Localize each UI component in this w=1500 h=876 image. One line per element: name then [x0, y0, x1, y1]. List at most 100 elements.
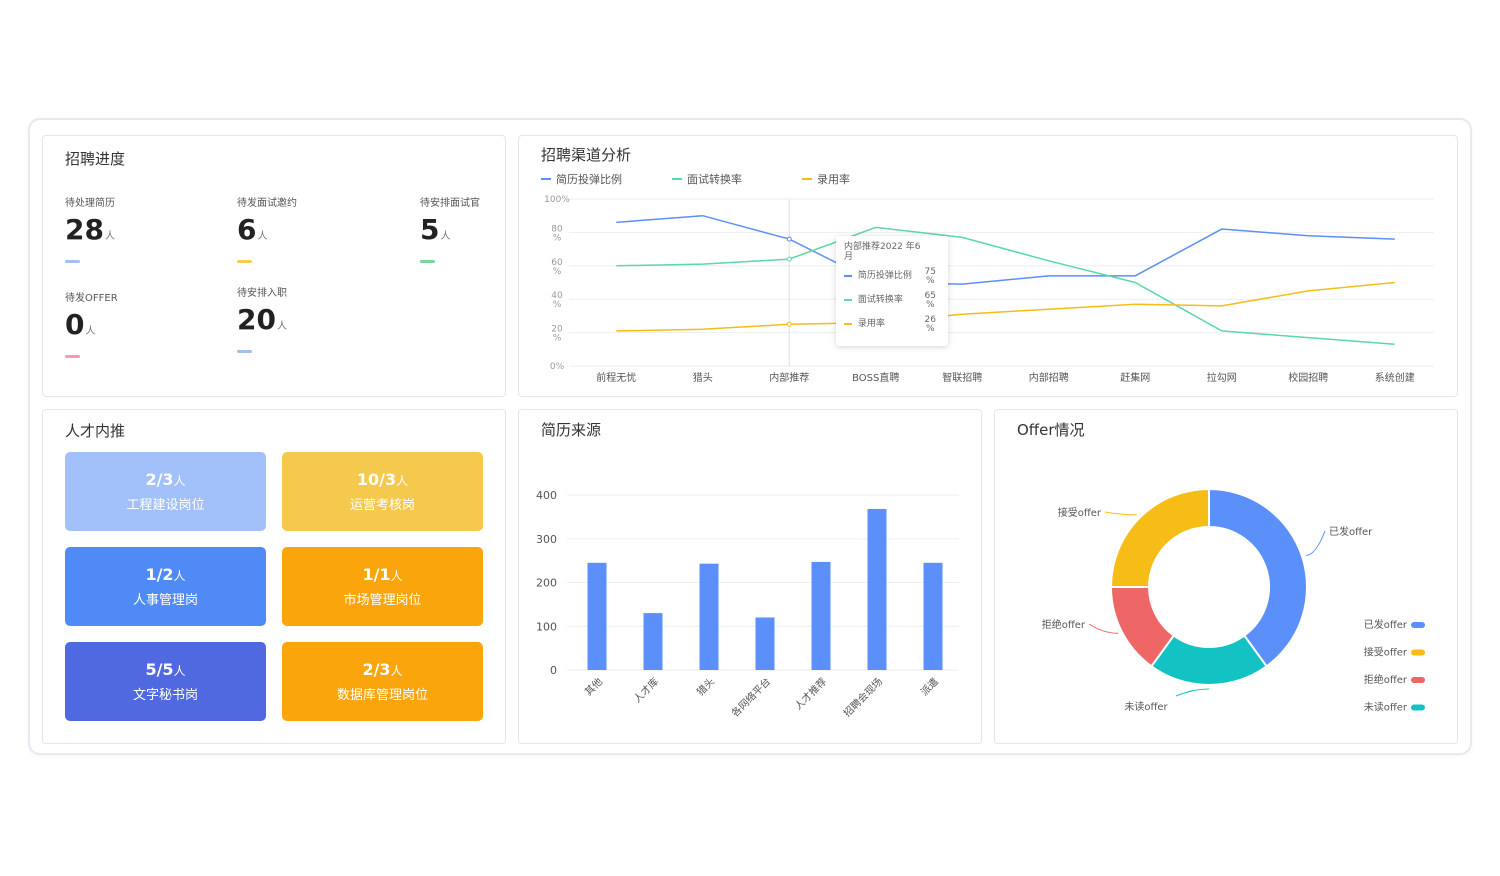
legend-marker: [1411, 704, 1425, 711]
series-point: [786, 236, 792, 242]
donut-slice: [1208, 487, 1308, 668]
tooltip-row: 录用率 26%: [844, 316, 940, 340]
tile-database[interactable]: 2/3人 数据库管理岗位: [282, 642, 483, 721]
callout-line: [1088, 623, 1119, 634]
stat-pending-invite[interactable]: 待发面试邀约 6人: [237, 194, 297, 263]
x-tick-label: 其他: [582, 675, 605, 698]
stat-bar: [65, 260, 80, 263]
legend-marker: [1411, 677, 1425, 683]
series-point: [786, 256, 792, 262]
tile-name: 运营考核岗: [349, 498, 415, 513]
tile-count: 5/5人: [145, 660, 186, 679]
chart-tooltip: 内部推荐2022 年6月 简历投弹比例 75% 面试转换率 65% 录用率 26…: [836, 236, 948, 346]
legend-marker: [1411, 649, 1425, 656]
stat-pending-interviewer[interactable]: 待安排面试官 5人: [420, 194, 480, 263]
y-tick-label: 80%: [551, 224, 563, 243]
bar: [923, 562, 943, 670]
x-tick-label: 赶集网: [1120, 371, 1150, 384]
stat-pending-onboard[interactable]: 待安排入职 20人: [237, 284, 287, 353]
series-line: [616, 226, 1395, 346]
legend-label: 简历投弹比例: [556, 172, 622, 186]
series-line: [616, 281, 1395, 332]
y-tick-label: 300: [536, 533, 557, 546]
bar: [867, 509, 887, 670]
legend-label: 已发offer: [1364, 618, 1408, 631]
legend-label: 录用率: [817, 172, 850, 186]
callout-label: 拒绝offer: [1042, 618, 1086, 631]
card-title: 招聘渠道分析: [541, 146, 632, 164]
card-title: 招聘进度: [65, 150, 126, 168]
tile-secretary[interactable]: 5/5人 文字秘书岗: [65, 642, 266, 721]
tile-count: 2/3人: [362, 660, 403, 679]
y-tick-label: 400: [536, 489, 557, 502]
recruit-progress-card: 招聘进度 待处理简历 28人 待发面试邀约 6人 待安排面试官 5人 待发OFF…: [42, 135, 506, 397]
callout-line: [1305, 530, 1326, 556]
stat-label: 待安排入职: [237, 288, 287, 299]
stat-label: 待发面试邀约: [237, 198, 297, 209]
x-tick-label: 猎头: [693, 371, 713, 384]
stat-value: 6人: [237, 213, 268, 246]
card-title: 人才内推: [65, 422, 126, 440]
legend-label: 拒绝offer: [1364, 673, 1408, 686]
series-point: [786, 321, 792, 327]
tile-name: 市场管理岗位: [343, 593, 422, 608]
bar: [699, 563, 719, 670]
stat-value: 5人: [420, 213, 451, 246]
resume-bar-chart[interactable]: 400 300 200 100 0 其他 人才库 猎头 各网络平台 人才推荐 招聘会现场 派遣: [519, 410, 981, 743]
stat-pending-offer[interactable]: 待发OFFER 0人: [65, 289, 118, 358]
tile-name: 数据库管理岗位: [336, 688, 428, 703]
stat-bar: [237, 260, 252, 263]
stat-bar: [237, 350, 252, 353]
tooltip-row: 简历投弹比例 75%: [844, 268, 940, 292]
talent-referral-card: 人才内推 2/3人 工程建设岗位 10/3人 运营考核岗 1/2人 人事管理岗 …: [42, 409, 506, 744]
x-tick-label: 校园招聘: [1288, 371, 1328, 384]
tile-name: 文字秘书岗: [132, 688, 198, 703]
x-tick-label: 猎头: [694, 675, 717, 698]
x-tick-label: 智联招聘: [942, 371, 982, 384]
tooltip-title: 内部推荐2022 年6月: [844, 242, 921, 262]
resume-source-card: 简历来源 400 300 200 100 0 其他 人才库 猎头 各网络平台 人才推荐 招聘会现场 派…: [518, 409, 982, 744]
tooltip-row: 面试转换率 65%: [844, 292, 940, 316]
y-tick-label: 0: [550, 664, 557, 677]
callout-label: 接受offer: [1058, 506, 1102, 519]
stat-value: 28人: [65, 213, 115, 246]
tile-hr[interactable]: 1/2人 人事管理岗: [65, 547, 266, 626]
stat-label: 待处理简历: [65, 198, 115, 209]
y-tick-label: 60%: [551, 258, 563, 277]
stat-value: 20人: [237, 303, 287, 336]
y-tick-label: 40%: [551, 291, 563, 310]
dashboard-frame: 招聘进度 待处理简历 28人 待发面试邀约 6人 待安排面试官 5人 待发OFF…: [28, 118, 1472, 755]
bar: [587, 562, 607, 670]
offer-status-card: Offer情况 已发offer 未读offer 拒绝offer 接受offer 已发of…: [994, 409, 1458, 744]
y-tick-label: 100: [536, 620, 557, 633]
x-tick-label: 招聘会现场: [841, 675, 886, 720]
bar: [643, 613, 663, 670]
x-tick-label: 派遣: [918, 675, 941, 698]
x-tick-label: 内部招聘: [1029, 371, 1069, 384]
bar: [811, 561, 831, 670]
x-tick-label: 系统创建: [1375, 371, 1415, 384]
x-tick-label: 内部推荐: [769, 371, 809, 384]
x-tick-label: 前程无忧: [596, 371, 636, 384]
x-tick-label: 人才库: [631, 675, 661, 705]
stat-pending-resume[interactable]: 待处理简历 28人: [65, 194, 115, 263]
y-tick-label: 100%: [544, 195, 570, 205]
tile-count: 2/3人: [145, 470, 186, 489]
series-line: [616, 214, 1395, 285]
channel-line-chart[interactable]: 100% 80 % 60 % 40 % 20 % 0% 前程无忧 猎头 内部推荐 BOSS直聘 智联招聘 内部…: [519, 136, 1457, 396]
channel-analysis-card: 招聘渠道分析 100% 80% 60% 40% 20% 0% 前程无忧 猎头 内部推荐 BOSS直…: [518, 135, 1458, 397]
tile-operations[interactable]: 10/3人 运营考核岗: [282, 452, 483, 531]
tile-engineering[interactable]: 2/3人 工程建设岗位: [65, 452, 266, 531]
x-tick-label: 各网络平台: [729, 675, 774, 720]
legend-label: 接受offer: [1364, 646, 1408, 659]
offer-donut-chart[interactable]: 已发offer 未读offer 拒绝offer 接受offer 已发offer 接受off…: [995, 410, 1457, 743]
tile-marketing[interactable]: 1/1人 市场管理岗位: [282, 547, 483, 626]
x-tick-label: BOSS直聘: [852, 371, 899, 384]
tile-count: 1/1人: [362, 565, 403, 584]
stat-label: 待安排面试官: [420, 198, 480, 209]
tile-count: 10/3人: [356, 470, 409, 489]
tile-name: 工程建设岗位: [126, 498, 205, 513]
y-tick-label: 200: [536, 577, 557, 590]
stat-bar: [65, 355, 80, 358]
card-title: 简历来源: [541, 421, 602, 439]
